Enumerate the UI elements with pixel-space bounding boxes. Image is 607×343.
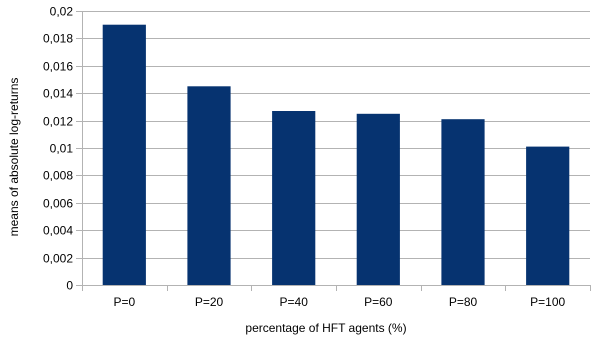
y-tick-label: 0,014 bbox=[43, 87, 73, 101]
y-tick-label: 0,016 bbox=[43, 60, 73, 74]
y-tick-label: 0,018 bbox=[43, 32, 73, 46]
y-tick-label: 0,008 bbox=[43, 169, 73, 183]
y-tick-label: 0,006 bbox=[43, 197, 73, 211]
y-tick-label: 0,01 bbox=[50, 142, 74, 156]
bars bbox=[102, 24, 570, 286]
x-tick-label: P=80 bbox=[449, 295, 478, 309]
x-tick-label: P=60 bbox=[364, 295, 393, 309]
gridlines bbox=[82, 11, 590, 259]
bar-p-100 bbox=[526, 146, 570, 285]
y-tick-label: 0,002 bbox=[43, 252, 73, 266]
x-tick-labels: P=0 P=20 P=40 P=60 P=80 P=100 bbox=[113, 295, 565, 309]
bar-p-60 bbox=[356, 113, 400, 286]
x-axis-title: percentage of HFT agents (%) bbox=[245, 321, 406, 335]
x-tick-label: P=40 bbox=[280, 295, 309, 309]
y-tick-labels: 0 0,002 0,004 0,006 0,008 0,01 0,012 0,014 0,016… bbox=[43, 5, 73, 293]
bar-p-20 bbox=[187, 86, 231, 285]
x-tick-label: P=100 bbox=[530, 295, 565, 309]
bar-p-0 bbox=[102, 24, 146, 285]
x-tick-label: P=20 bbox=[195, 295, 224, 309]
y-tick-label: 0 bbox=[66, 279, 73, 293]
y-tick-label: 0,02 bbox=[50, 5, 74, 19]
bar-p-80 bbox=[441, 119, 485, 285]
y-axis-title: means of absolute log-returns bbox=[7, 78, 21, 237]
x-tick-label: P=0 bbox=[113, 295, 135, 309]
axes bbox=[76, 11, 591, 291]
y-tick-label: 0,004 bbox=[43, 224, 73, 238]
y-tick-label: 0,012 bbox=[43, 115, 73, 129]
bar-p-40 bbox=[272, 111, 316, 285]
